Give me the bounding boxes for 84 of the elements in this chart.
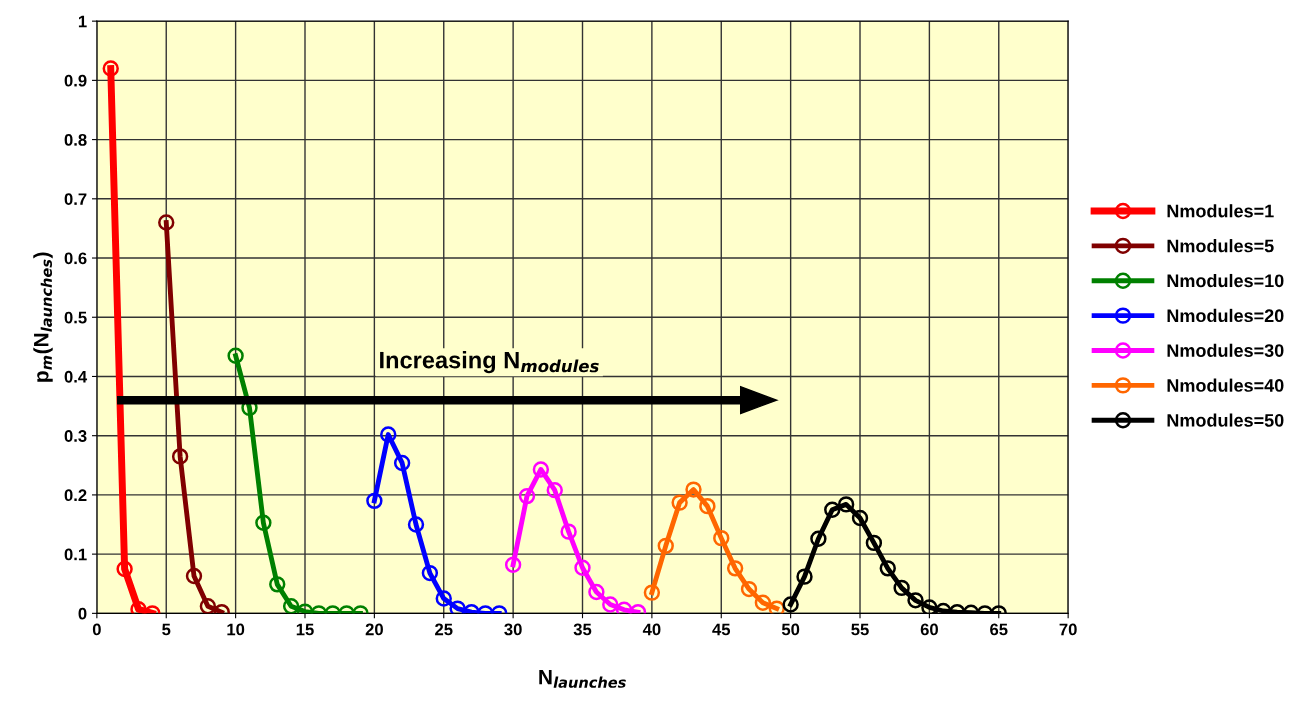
point: [602, 596, 619, 613]
point: [282, 598, 300, 614]
legend-label: Nmodules=10: [1167, 273, 1284, 288]
point: [269, 576, 286, 593]
point: [407, 516, 425, 533]
x-axis-title: N$_{launches}$: [539, 669, 626, 688]
y-tick-label: 0: [78, 607, 87, 620]
x-tick-label: 50: [781, 623, 800, 636]
x-tick-label: 25: [435, 623, 453, 636]
point: [713, 529, 730, 547]
point: [102, 60, 119, 77]
x-tick-label: 55: [851, 623, 869, 636]
point: [158, 214, 175, 231]
point: [615, 601, 633, 614]
x-tick-label: 60: [920, 623, 938, 636]
point: [699, 497, 716, 515]
y-axis-title: p$_{m}$(N$_{launches}$): [33, 252, 53, 382]
point: [768, 600, 785, 614]
x-tick-label: 0: [92, 623, 101, 636]
point: [380, 426, 397, 443]
point: [532, 461, 550, 478]
legend-label: Nmodules=20: [1167, 308, 1284, 323]
y-tick-label: 0.1: [64, 548, 87, 561]
point: [810, 530, 827, 547]
x-tick-label: 65: [990, 623, 1008, 636]
point: [643, 584, 661, 601]
x-tick-label: 30: [504, 623, 522, 636]
point: [449, 600, 466, 614]
point: [199, 598, 217, 614]
legend-label: Nmodules=1: [1167, 204, 1274, 218]
point: [574, 559, 591, 576]
point: [560, 523, 577, 540]
x-tick-label: 45: [712, 623, 731, 636]
legend-label: Nmodules=30: [1167, 343, 1284, 358]
legend-label: Nmodules=50: [1167, 413, 1284, 427]
point: [893, 579, 910, 597]
point: [837, 496, 855, 513]
point: [754, 594, 772, 611]
y-tick-label: 1: [78, 15, 87, 28]
point: [671, 494, 688, 511]
point: [851, 509, 869, 527]
y-tick-label: 0.4: [64, 370, 88, 383]
point: [255, 514, 272, 531]
point: [546, 481, 563, 499]
point: [921, 599, 938, 614]
point: [393, 454, 411, 472]
point: [504, 556, 522, 573]
x-tick-label: 10: [227, 623, 245, 636]
point: [907, 592, 924, 609]
point: [796, 568, 813, 585]
x-tick-label: 15: [296, 623, 314, 636]
y-tick-label: 0.8: [64, 133, 87, 146]
legend-label: Nmodules=40: [1167, 378, 1284, 392]
point: [421, 564, 439, 582]
annotation: Increasing N$_{modules}$: [380, 351, 599, 374]
point: [782, 596, 799, 613]
y-tick-label: 0.9: [64, 74, 87, 87]
point: [879, 560, 896, 577]
point: [185, 567, 203, 585]
x-tick-label: 20: [365, 623, 383, 636]
x-tick-label: 40: [642, 623, 661, 636]
point: [518, 487, 536, 505]
point: [740, 580, 758, 598]
x-tick-label: 5: [162, 623, 171, 636]
point: [130, 601, 147, 614]
legend-label: Nmodules=5: [1167, 239, 1274, 253]
x-tick-label: 35: [573, 623, 592, 636]
y-tick-label: 0.3: [64, 430, 87, 442]
point: [588, 583, 605, 601]
point: [685, 481, 702, 498]
point: [116, 560, 133, 578]
y-tick-label: 0.7: [64, 193, 87, 206]
x-tick-label: 70: [1059, 623, 1077, 636]
point: [824, 501, 841, 518]
point: [435, 590, 452, 607]
y-tick-label: 0.6: [64, 252, 87, 265]
point: [657, 537, 674, 555]
y-tick-label: 0.2: [64, 489, 87, 502]
point: [227, 347, 244, 364]
y-tick-label: 0.5: [64, 311, 87, 324]
point: [366, 492, 383, 510]
point: [726, 560, 744, 577]
point: [171, 448, 189, 465]
point: [865, 534, 883, 552]
